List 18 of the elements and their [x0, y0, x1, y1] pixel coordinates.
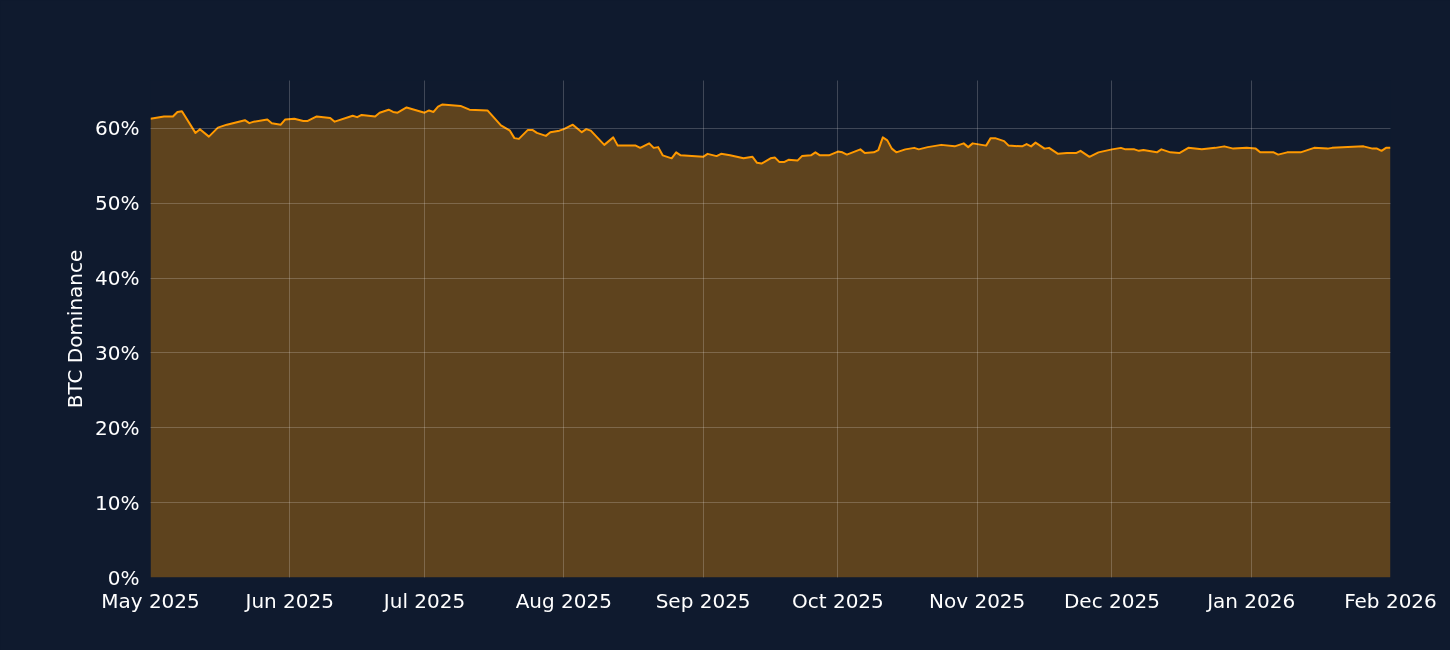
x-tick-label: Oct 2025	[791, 588, 884, 613]
y-tick-label: 0%	[107, 565, 140, 590]
y-tick-label: 40%	[95, 266, 140, 291]
x-tick-label: Nov 2025	[929, 588, 1026, 613]
y-tick-label: 20%	[95, 415, 140, 440]
x-tick-label: Aug 2025	[515, 588, 612, 613]
x-tick-label: May 2025	[101, 588, 200, 613]
x-tick-label: Jan 2026	[1205, 588, 1296, 613]
y-tick-label: 60%	[95, 116, 140, 141]
x-tick-label: Feb 2026	[1344, 588, 1437, 613]
y-tick-label: 50%	[95, 191, 140, 216]
x-tick-label: Jun 2025	[243, 588, 335, 613]
x-tick-label: Dec 2025	[1063, 588, 1160, 613]
y-axis-title: BTC Dominance	[63, 249, 88, 409]
y-tick-label: 30%	[95, 340, 140, 365]
x-tick-label: Jul 2025	[381, 588, 466, 613]
x-tick-label: Sep 2025	[655, 588, 751, 613]
y-tick-label: 10%	[95, 490, 140, 515]
